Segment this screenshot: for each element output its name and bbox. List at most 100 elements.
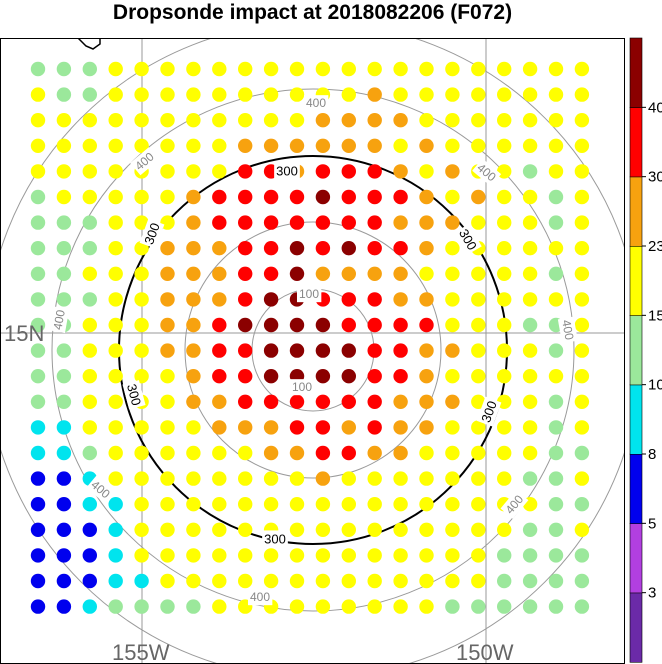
impact-dot <box>108 189 123 205</box>
impact-dot <box>393 522 408 537</box>
impact-dot <box>419 497 434 512</box>
impact-dot <box>367 471 382 486</box>
impact-dot <box>497 189 512 205</box>
impact-dot <box>471 87 486 102</box>
impact-dot <box>186 189 201 205</box>
impact-dot <box>393 445 408 461</box>
range-ring-label-bg <box>289 379 315 396</box>
impact-dot <box>341 343 356 358</box>
impact-dot <box>497 292 512 307</box>
impact-dot <box>341 497 356 512</box>
impact-dot <box>393 189 408 205</box>
impact-dot <box>548 343 564 358</box>
impact-dot <box>445 420 460 435</box>
impact-dot <box>522 573 538 589</box>
impact-dot <box>82 317 98 333</box>
impact-dot <box>393 573 408 589</box>
impact-dot <box>160 113 175 128</box>
impact-dot <box>186 317 201 333</box>
impact-dot <box>289 189 305 205</box>
impact-dots <box>30 61 590 614</box>
impact-dot <box>497 215 512 230</box>
impact-dot <box>522 445 538 461</box>
impact-dot <box>160 241 175 256</box>
impact-dot <box>134 343 149 358</box>
impact-dot <box>263 87 279 102</box>
range-ring-label: 300 <box>478 399 500 425</box>
impact-dot <box>471 189 486 205</box>
colorbar-boxes <box>629 37 643 663</box>
impact-dot <box>134 369 149 384</box>
impact-dot <box>574 164 590 179</box>
impact-dot <box>263 138 279 153</box>
impact-dot <box>82 113 98 128</box>
range-ring-label: 300 <box>264 531 286 546</box>
impact-dot <box>341 61 356 77</box>
impact-dot <box>263 343 279 358</box>
impact-dot <box>548 599 564 614</box>
impact-dot <box>134 573 149 589</box>
impact-dot <box>393 369 408 384</box>
impact-dot <box>445 189 460 205</box>
impact-dot <box>548 87 564 102</box>
impact-dot <box>56 343 72 358</box>
impact-dot <box>108 317 123 333</box>
impact-dot <box>289 61 305 77</box>
impact-dot <box>289 445 305 461</box>
impact-dot <box>160 573 175 589</box>
impact-dot <box>497 599 512 614</box>
impact-dot <box>367 573 382 589</box>
impact-dot <box>160 215 175 230</box>
impact-dot <box>393 497 408 512</box>
impact-dot <box>419 215 434 230</box>
impact-dot <box>30 266 46 281</box>
impact-dot <box>522 87 538 102</box>
impact-dot <box>522 369 538 384</box>
impact-dot <box>186 548 201 563</box>
impact-dot <box>419 445 434 461</box>
range-ring-label-bg <box>86 475 116 504</box>
impact-dot <box>341 113 356 128</box>
impact-dot <box>30 113 46 128</box>
range-ring-label-bg <box>49 306 70 334</box>
impact-dot <box>82 292 98 307</box>
impact-dot <box>497 87 512 102</box>
impact-dot <box>341 573 356 589</box>
impact-dot <box>186 471 201 486</box>
impact-dot <box>367 113 382 128</box>
impact-dot <box>367 189 382 205</box>
impact-dot <box>445 573 460 589</box>
impact-dot <box>289 266 305 281</box>
impact-dot <box>522 522 538 537</box>
impact-dot <box>212 548 227 563</box>
impact-dot <box>471 522 486 537</box>
impact-dot <box>212 241 227 256</box>
impact-dot <box>56 189 72 205</box>
impact-dot <box>212 522 227 537</box>
impact-dot <box>367 497 382 512</box>
impact-dot <box>393 164 408 179</box>
impact-dot <box>82 215 98 230</box>
impact-dot <box>315 599 331 614</box>
impact-dot <box>393 599 408 614</box>
impact-dot <box>548 548 564 563</box>
impact-dot <box>289 87 305 102</box>
impact-dot <box>30 317 46 333</box>
impact-dot <box>393 317 408 333</box>
impact-dot <box>56 548 72 563</box>
impact-dot <box>497 343 512 358</box>
impact-dot <box>30 420 46 435</box>
impact-dot <box>341 317 356 333</box>
colorbar-box <box>629 315 643 386</box>
impact-dot <box>548 113 564 128</box>
impact-dot <box>419 548 434 563</box>
impact-dot <box>186 573 201 589</box>
impact-dot <box>341 215 356 230</box>
impact-dot <box>445 266 460 281</box>
impact-dot <box>574 369 590 384</box>
range-ring-label-bg <box>122 380 146 410</box>
impact-dot <box>497 548 512 563</box>
impact-dot <box>289 215 305 230</box>
